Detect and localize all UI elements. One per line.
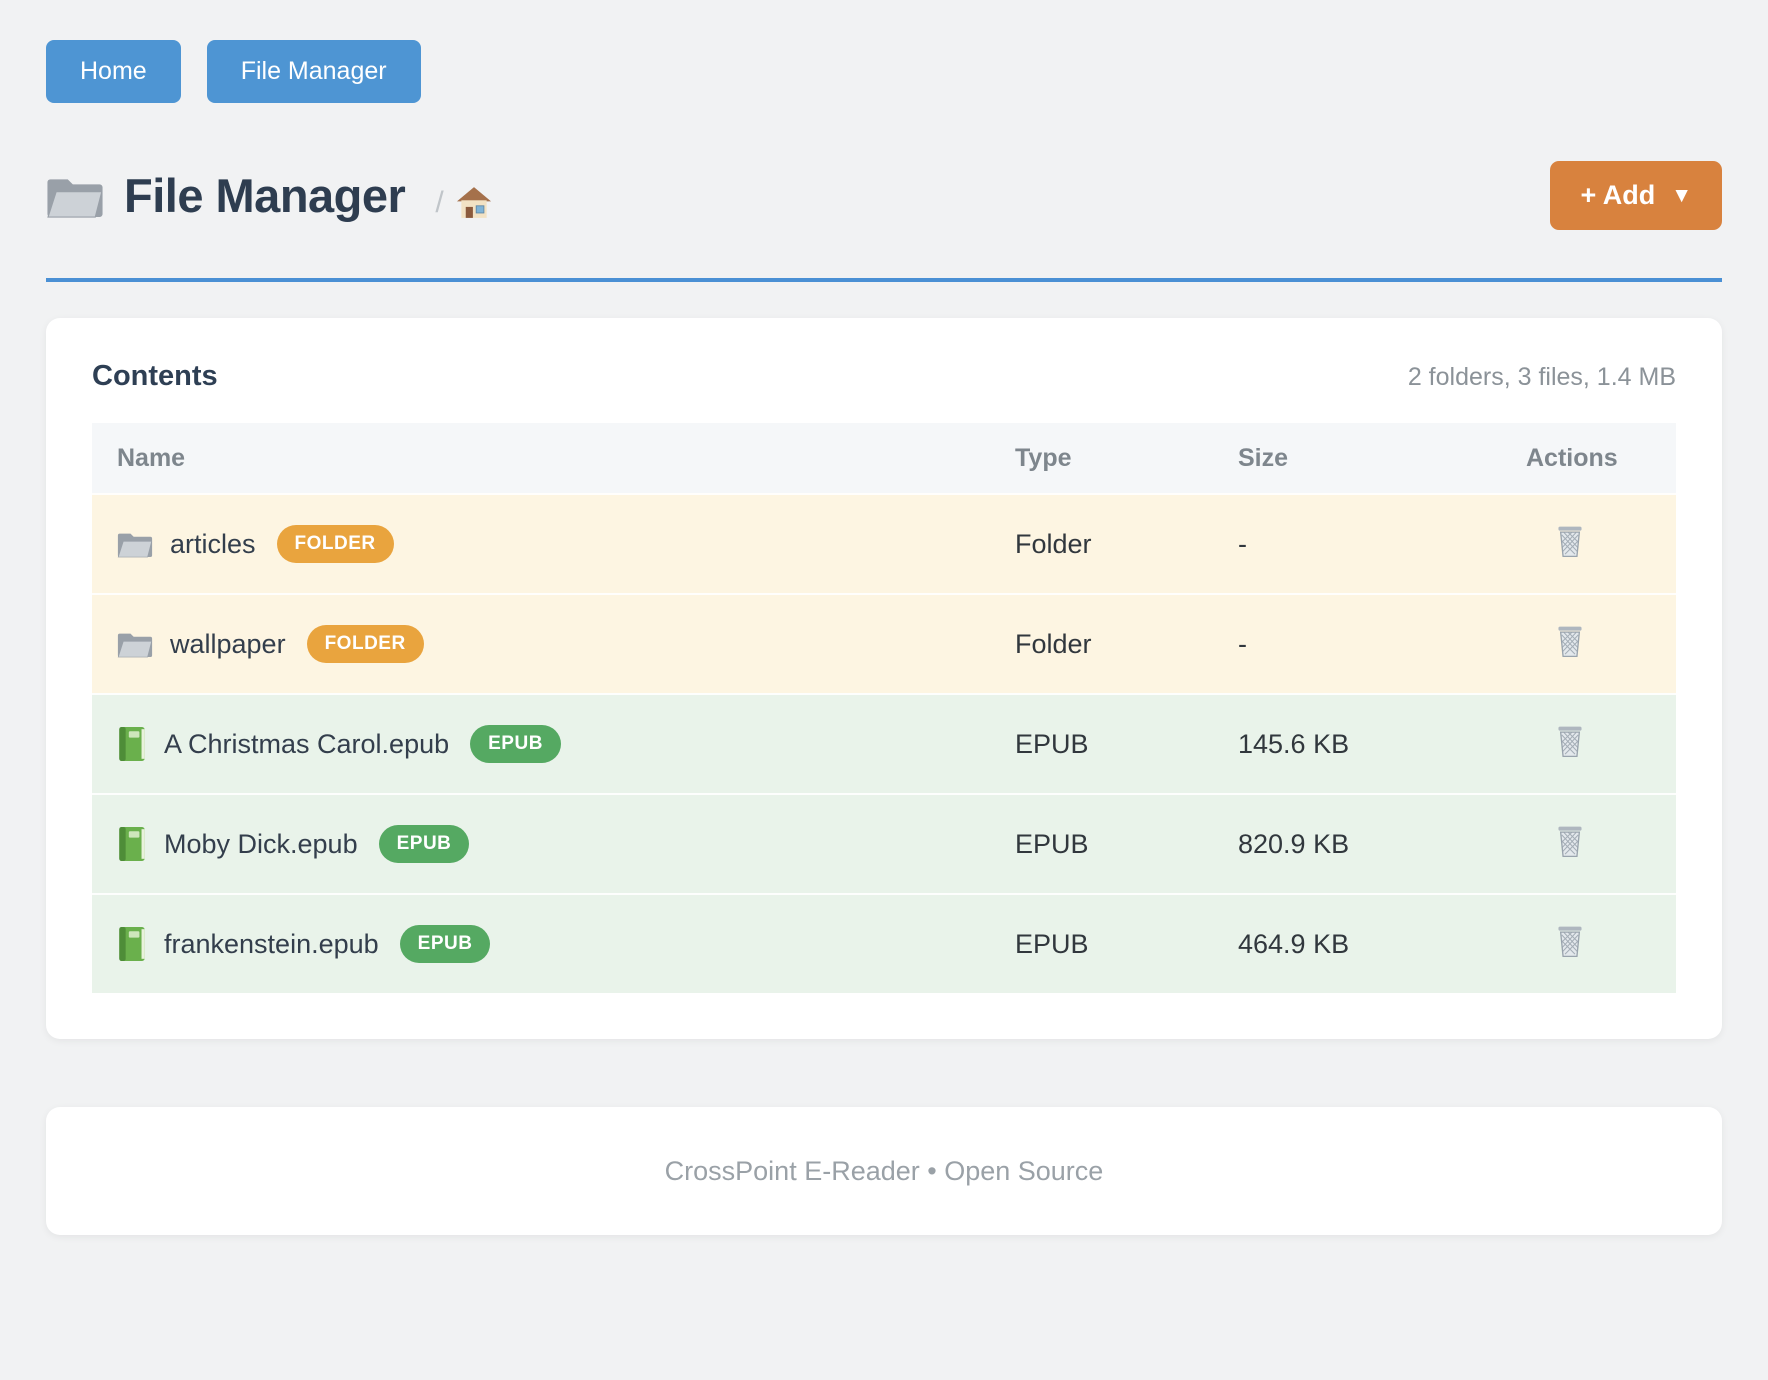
nav-file-manager-button[interactable]: File Manager — [206, 40, 421, 103]
file-type: Folder — [1015, 628, 1092, 659]
open-folder-icon — [46, 172, 104, 220]
file-type: EPUB — [1015, 928, 1089, 959]
file-name: Moby Dick.epub — [164, 828, 358, 859]
top-nav: Home File Manager — [46, 40, 1722, 103]
file-size: - — [1238, 528, 1247, 559]
file-name: A Christmas Carol.epub — [164, 728, 450, 759]
column-header-type: Type — [1015, 443, 1072, 472]
trash-icon — [1554, 825, 1586, 858]
file-type: Folder — [1015, 528, 1092, 559]
epub-badge: EPUB — [378, 825, 470, 863]
table-row-articles[interactable]: articles FOLDER Folder - — [92, 493, 1676, 593]
column-header-name: Name — [117, 443, 186, 472]
table-row-wallpaper[interactable]: wallpaper FOLDER Folder - — [92, 593, 1676, 693]
file-table: Name Type Size Actions articles FOLDER F… — [92, 423, 1676, 993]
trash-icon — [1554, 725, 1586, 758]
delete-button[interactable] — [1552, 823, 1588, 860]
file-size: - — [1238, 628, 1247, 659]
table-row-christmas-carol[interactable]: A Christmas Carol.epub EPUB EPUB 145.6 K… — [92, 693, 1676, 793]
breadcrumb-separator: / — [435, 185, 444, 219]
trash-icon — [1554, 925, 1586, 958]
delete-button[interactable] — [1552, 623, 1588, 660]
book-icon — [117, 726, 147, 762]
file-size: 820.9 KB — [1238, 828, 1350, 859]
contents-heading: Contents — [92, 360, 218, 392]
trash-icon — [1554, 525, 1586, 558]
table-row-frankenstein[interactable]: frankenstein.epub EPUB EPUB 464.9 KB — [92, 893, 1676, 993]
folder-badge: FOLDER — [276, 525, 394, 563]
contents-summary: 2 folders, 3 files, 1.4 MB — [1407, 363, 1676, 391]
book-icon — [117, 926, 147, 962]
column-header-actions: Actions — [1526, 443, 1618, 472]
file-name: wallpaper — [170, 628, 286, 659]
file-size: 464.9 KB — [1238, 928, 1350, 959]
chevron-down-icon: ▼ — [1671, 183, 1692, 207]
delete-button[interactable] — [1552, 523, 1588, 560]
folder-badge: FOLDER — [306, 625, 424, 663]
file-name: articles — [170, 528, 256, 559]
trash-icon — [1554, 625, 1586, 658]
add-button-label: + Add — [1580, 180, 1656, 210]
footer-text: CrossPoint E-Reader • Open Source — [664, 1155, 1104, 1186]
column-header-size: Size — [1238, 443, 1289, 472]
nav-home-button[interactable]: Home — [46, 40, 181, 103]
file-type: EPUB — [1015, 728, 1089, 759]
book-icon — [117, 826, 147, 862]
add-button[interactable]: + Add ▼ — [1550, 161, 1722, 230]
file-name: frankenstein.epub — [164, 928, 379, 959]
breadcrumb: / — [435, 185, 492, 220]
table-header-row: Name Type Size Actions — [92, 423, 1676, 493]
file-type: EPUB — [1015, 828, 1089, 859]
file-size: 145.6 KB — [1238, 728, 1350, 759]
footer: CrossPoint E-Reader • Open Source — [46, 1107, 1722, 1235]
page-header: File Manager / + Add ▼ — [46, 161, 1722, 282]
home-house-icon[interactable] — [456, 186, 492, 219]
table-row-moby-dick[interactable]: Moby Dick.epub EPUB EPUB 820.9 KB — [92, 793, 1676, 893]
delete-button[interactable] — [1552, 723, 1588, 760]
page-title: File Manager — [124, 169, 406, 222]
epub-badge: EPUB — [470, 725, 561, 763]
contents-card: Contents 2 folders, 3 files, 1.4 MB Name… — [46, 318, 1722, 1039]
folder-icon — [117, 529, 153, 559]
epub-badge: EPUB — [399, 925, 491, 963]
delete-button[interactable] — [1552, 923, 1588, 960]
folder-icon — [117, 629, 153, 659]
